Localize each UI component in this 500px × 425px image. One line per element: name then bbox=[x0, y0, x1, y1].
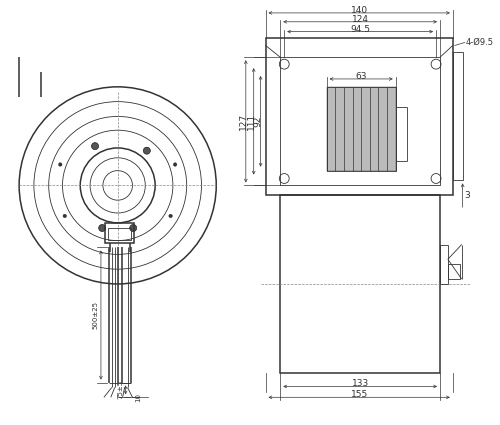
Circle shape bbox=[144, 147, 150, 154]
Bar bbox=[448, 264, 460, 279]
Bar bbox=[440, 244, 448, 284]
Circle shape bbox=[58, 163, 62, 166]
Bar bbox=[105, 223, 134, 243]
Text: 4-Ø9.5: 4-Ø9.5 bbox=[466, 38, 493, 47]
Bar bbox=[280, 195, 440, 373]
Circle shape bbox=[98, 224, 105, 232]
Circle shape bbox=[174, 163, 177, 166]
Bar bbox=[108, 228, 132, 240]
Text: 75±5: 75±5 bbox=[118, 380, 124, 400]
Text: 140: 140 bbox=[350, 6, 368, 15]
Circle shape bbox=[130, 224, 136, 232]
Text: 111: 111 bbox=[246, 113, 256, 130]
Text: 63: 63 bbox=[356, 72, 367, 81]
Text: 94.5: 94.5 bbox=[350, 25, 370, 34]
Bar bbox=[326, 87, 396, 170]
Text: 124: 124 bbox=[352, 15, 368, 24]
Bar bbox=[266, 37, 453, 195]
Text: 92: 92 bbox=[254, 116, 262, 127]
Circle shape bbox=[92, 143, 98, 150]
Bar bbox=[326, 87, 396, 170]
Text: 133: 133 bbox=[352, 380, 369, 388]
Text: 500±25: 500±25 bbox=[93, 301, 99, 329]
Text: 127: 127 bbox=[239, 113, 248, 130]
Bar bbox=[280, 57, 440, 185]
Bar bbox=[453, 52, 462, 181]
Text: 3: 3 bbox=[464, 191, 470, 200]
Circle shape bbox=[169, 214, 172, 218]
Text: 155: 155 bbox=[350, 390, 368, 399]
Circle shape bbox=[63, 214, 66, 218]
Text: 10: 10 bbox=[136, 393, 141, 402]
